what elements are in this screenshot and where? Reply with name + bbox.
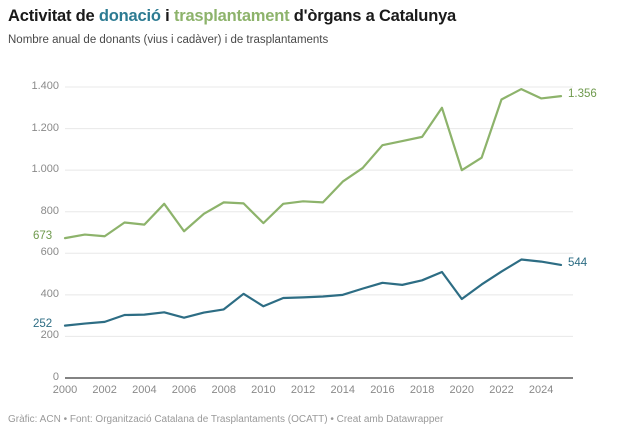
x-axis-tick-label: 2010 — [251, 384, 276, 396]
chart-plot-area — [0, 60, 640, 405]
x-axis-tick-label: 2018 — [409, 384, 435, 396]
x-axis-tick-label: 2014 — [330, 384, 355, 396]
page-title: Activitat de donació i trasplantament d'… — [8, 7, 456, 26]
title-word-trasplantament: trasplantament — [173, 7, 290, 25]
y-axis-tick-label: 1.400 — [31, 80, 59, 92]
x-axis-tick-label: 2000 — [52, 384, 78, 396]
x-axis-tick-label: 2016 — [370, 384, 395, 396]
chart-credit: Gràfic: ACN • Font: Organització Catalan… — [8, 414, 444, 425]
y-axis-tick-label: 800 — [40, 204, 59, 217]
line-chart-svg — [63, 86, 573, 379]
x-axis-tick-label: 2020 — [449, 384, 475, 396]
title-text-1: Activitat de — [8, 7, 99, 25]
y-axis-tick-label: 600 — [40, 246, 59, 259]
series-end-label-donació: 544 — [568, 256, 588, 269]
x-axis-tick-label: 2006 — [171, 384, 197, 396]
y-axis-tick-label: 200 — [40, 329, 59, 342]
title-text-2: i — [160, 7, 174, 25]
chart-subtitle: Nombre anual de donants (vius i cadàver)… — [8, 34, 329, 46]
x-axis-tick-label: 2022 — [489, 384, 514, 396]
series-start-label-trasplantament: 673 — [33, 230, 53, 243]
y-axis-tick-label: 1.000 — [31, 163, 59, 176]
series-line-trasplantament — [63, 87, 563, 240]
x-axis-tick-label: 2012 — [290, 384, 316, 396]
y-axis-tick-label: 1.200 — [31, 121, 59, 134]
x-axis-tick-label: 2004 — [132, 384, 157, 396]
title-word-donacio: donació — [98, 7, 161, 25]
series-start-label-donació: 252 — [33, 317, 53, 330]
series-end-label-trasplantament: 1.356 — [568, 88, 597, 101]
title-text-3: d'òrgans a Catalunya — [289, 7, 457, 25]
x-axis-tick-label: 2008 — [211, 384, 236, 396]
y-axis-tick-label: 0 — [52, 371, 59, 383]
y-axis-tick-label: 400 — [40, 287, 59, 300]
series-line-donació — [63, 258, 563, 327]
x-axis-tick-label: 2002 — [92, 384, 117, 396]
x-axis-tick-label: 2024 — [528, 384, 554, 396]
